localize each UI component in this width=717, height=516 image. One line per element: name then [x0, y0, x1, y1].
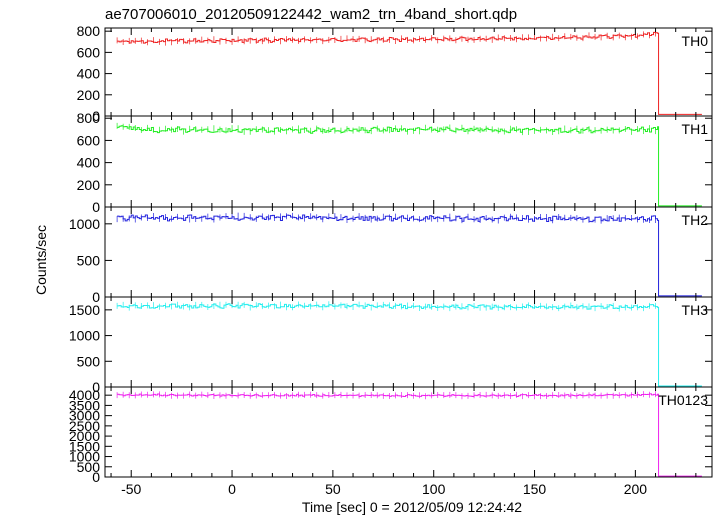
- series-errorbars-th3: [116, 301, 656, 312]
- y-tick-label: 0: [92, 469, 100, 485]
- y-tick-label: 1000: [69, 328, 100, 344]
- y-tick-label: 3500: [69, 397, 100, 413]
- y-tick-label: 4000: [69, 387, 100, 403]
- y-tick-label: 0: [92, 108, 100, 124]
- y-tick-label: 0: [92, 199, 100, 215]
- series-line-th0: [117, 31, 702, 115]
- panel-th2: 0 500 1000 TH2: [69, 206, 713, 305]
- series-name-th2: TH2: [682, 212, 709, 228]
- x-tick-label: 150: [523, 481, 547, 497]
- x-tick-label: 0: [228, 481, 236, 497]
- series-errorbars-th1: [116, 122, 656, 136]
- series-line-th2: [117, 214, 702, 297]
- y-tick-label: 400: [77, 66, 101, 82]
- chart-panels: 0200400600800TH00200400600800TH105001000…: [69, 23, 713, 485]
- panel-th1: 0 200 400 600 800 TH1: [77, 110, 713, 215]
- y-tick-label: 400: [77, 155, 101, 171]
- y-tick-label: 600: [77, 132, 101, 148]
- y-tick-label: 200: [77, 177, 101, 193]
- x-tick-label: 50: [325, 481, 341, 497]
- series-errorbars-th0: [116, 30, 656, 46]
- series-line-th1: [117, 125, 702, 207]
- series-name-th3: TH3: [682, 302, 709, 318]
- y-tick-label: 800: [77, 110, 101, 126]
- x-tick-labels: -50 0 50 100 150 200: [121, 481, 647, 497]
- x-tick-label: -50: [121, 481, 141, 497]
- series-name-th0: TH0: [682, 33, 709, 49]
- y-tick-label: 1500: [69, 302, 100, 318]
- y-tick-label: 500: [77, 353, 101, 369]
- series-errorbars-th0123: [116, 391, 656, 400]
- y-tick-label: 800: [77, 23, 101, 39]
- y-tick-label: 1000: [69, 216, 100, 232]
- panel-frame: [104, 386, 713, 478]
- panel-th3: 0 500 1000 1500 TH3: [69, 296, 713, 395]
- series-name-th0123: TH0123: [658, 392, 708, 408]
- x-tick-label: 100: [422, 481, 446, 497]
- y-tick-label: 3000: [69, 408, 100, 424]
- panel-th0: 0 200 400 600 800 TH0: [77, 23, 713, 124]
- y-tick-label: 0: [92, 379, 100, 395]
- series-name-th1: TH1: [682, 121, 709, 137]
- y-axis-label: Counts/sec: [33, 225, 49, 295]
- y-tick-label: 200: [77, 87, 101, 103]
- y-tick-label: 500: [77, 252, 101, 268]
- y-tick-label: 600: [77, 44, 101, 60]
- y-tick-label: 1000: [69, 449, 100, 465]
- series-line-th3: [117, 303, 702, 387]
- y-tick-label: 2000: [69, 428, 100, 444]
- panel-frame: [104, 296, 713, 388]
- y-tick-label: 2500: [69, 418, 100, 434]
- y-tick-label: 1500: [69, 438, 100, 454]
- x-axis-label: Time [sec] 0 = 2012/05/09 12:24:42: [302, 499, 522, 515]
- x-tick-label: 200: [624, 481, 648, 497]
- series-errorbars-th2: [116, 212, 656, 224]
- chart-title: ae707006010_20120509122442_wam2_trn_4ban…: [105, 6, 517, 23]
- y-tick-label: 0: [92, 289, 100, 305]
- series-line-th0123: [117, 393, 702, 477]
- y-tick-label: 500: [77, 459, 101, 475]
